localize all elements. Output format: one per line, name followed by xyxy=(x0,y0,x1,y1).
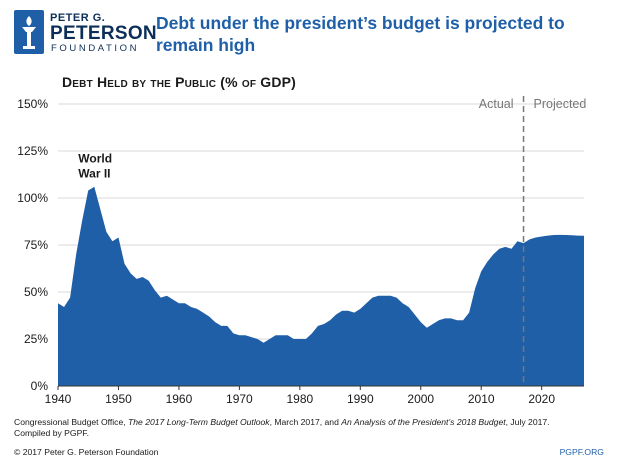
debt-area-chart: 0% 25% 50% 75% 100% 125% 150% 1940 1950 1960 1970 1… xyxy=(17,96,587,406)
logo-line-1: PETER G. xyxy=(50,12,106,24)
ww2-annotation-line: World xyxy=(78,152,112,166)
source-prefix: Congressional Budget Office, xyxy=(14,417,129,427)
foundation-logo: PETER G. PETERSON FOUNDATION xyxy=(14,10,162,68)
x-tick-label: 1940 xyxy=(45,392,72,406)
x-tick-label: 1960 xyxy=(166,392,193,406)
x-tick-label: 2010 xyxy=(468,392,495,406)
y-tick-label: 150% xyxy=(17,97,48,111)
y-tick-label: 125% xyxy=(17,144,48,158)
debt-area xyxy=(58,186,584,386)
x-tick-label: 1950 xyxy=(105,392,132,406)
y-tick-label: 0% xyxy=(31,379,49,393)
source-title-2: An Analysis of the President’s 2018 Budg… xyxy=(341,417,506,427)
logo-line-3: FOUNDATION xyxy=(51,43,140,54)
source-suffix: , July 2017. xyxy=(505,417,550,427)
y-tick-label: 25% xyxy=(24,332,48,346)
x-tick-label: 1990 xyxy=(347,392,374,406)
site-link[interactable]: PGPF.ORG xyxy=(559,447,604,457)
actual-label: Actual xyxy=(479,97,514,111)
x-tick-label: 1980 xyxy=(286,392,313,406)
ww2-annotation-line: War II xyxy=(78,167,110,181)
x-tick-label: 2000 xyxy=(407,392,434,406)
torch-icon xyxy=(14,10,44,54)
source-mid: , March 2017, and xyxy=(269,417,342,427)
source-title-1: The 2017 Long-Term Budget Outlook xyxy=(128,417,270,427)
source-note: Congressional Budget Office, The 2017 Lo… xyxy=(14,417,574,439)
chart-title: Debt Held by the Public (% of GDP) xyxy=(62,74,297,90)
copyright: © 2017 Peter G. Peterson Foundation xyxy=(14,447,159,457)
y-tick-label: 50% xyxy=(24,285,48,299)
x-tick-label: 1970 xyxy=(226,392,253,406)
logo-line-2: PETERSON xyxy=(50,23,157,44)
source-compiled: Compiled by PGPF. xyxy=(14,428,89,438)
x-tick-label: 2020 xyxy=(528,392,555,406)
y-tick-label: 75% xyxy=(24,238,48,252)
projected-label: Projected xyxy=(534,97,587,111)
y-tick-label: 100% xyxy=(17,191,48,205)
headline: Debt under the president’s budget is pro… xyxy=(156,13,565,55)
